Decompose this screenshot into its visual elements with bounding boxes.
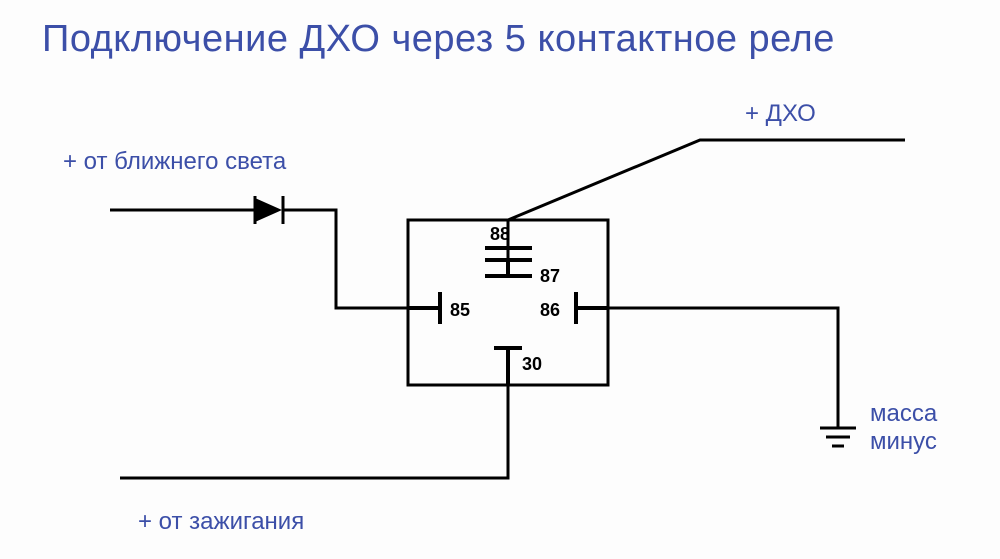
wire-drl: [508, 140, 905, 262]
pin-30: 30: [494, 348, 542, 385]
pin-30-label: 30: [522, 354, 542, 374]
pin-86: 86: [540, 292, 608, 324]
pin-85-label: 85: [450, 300, 470, 320]
wire-ground: [608, 308, 856, 446]
wire-low-beam: [110, 196, 408, 308]
pin-87-label: 87: [540, 266, 560, 286]
pin-85: 85: [408, 292, 470, 324]
wire-ignition: [120, 385, 508, 478]
pin-86-label: 86: [540, 300, 560, 320]
wiring-diagram: 85 86 30 87 88: [0, 0, 1000, 559]
pin-87: 87: [485, 262, 560, 286]
